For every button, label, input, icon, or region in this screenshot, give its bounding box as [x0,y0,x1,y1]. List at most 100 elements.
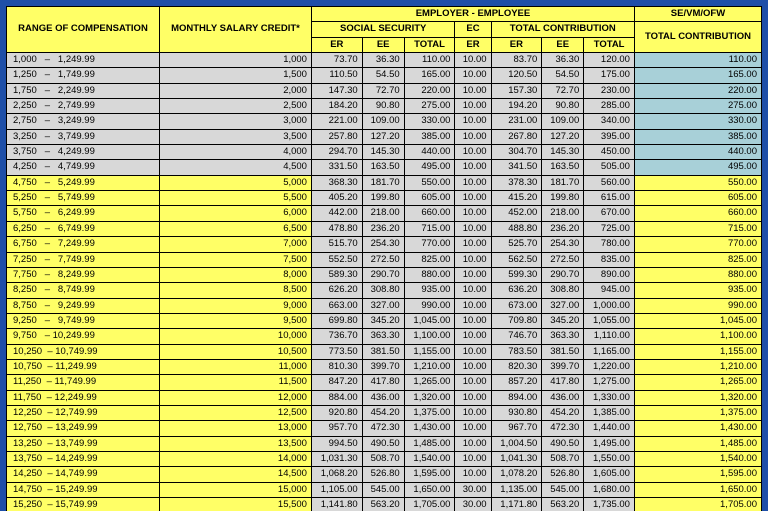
cell-ss-ee: 363.30 [362,329,404,344]
cell-ss-er: 147.30 [311,83,362,98]
cell-range: 3,750 – 4,249.99 [7,145,160,160]
cell-msc: 8,000 [159,267,311,282]
cell-msc: 7,000 [159,237,311,252]
cell-tc-er: 967.70 [491,421,542,436]
cell-tc-er: 452.00 [491,206,542,221]
cell-tc-er: 820.30 [491,359,542,374]
cell-ss-total: 1,375.00 [404,405,455,420]
cell-tc-er: 1,171.80 [491,498,542,511]
cell-tc-ee: 454.20 [542,405,584,420]
cell-tc-ee: 163.50 [542,160,584,175]
cell-ss-total: 1,485.00 [404,436,455,451]
cell-ss-ee: 490.50 [362,436,404,451]
hdr-tc: TOTAL CONTRIBUTION [491,22,634,37]
cell-se: 1,375.00 [634,405,761,420]
cell-tc-er: 636.20 [491,283,542,298]
cell-tc-ee: 308.80 [542,283,584,298]
hdr-ss: SOCIAL SECURITY [311,22,454,37]
cell-ss-total: 1,595.00 [404,467,455,482]
cell-ss-ee: 127.20 [362,129,404,144]
cell-se: 935.00 [634,283,761,298]
cell-ss-ee: 417.80 [362,375,404,390]
cell-ss-er: 773.50 [311,344,362,359]
cell-tc-total: 1,000.00 [584,298,635,313]
cell-ec: 10.00 [455,145,491,160]
table-row: 7,750 – 8,249.998,000589.30290.70880.001… [7,267,762,282]
cell-ss-er: 699.80 [311,313,362,328]
cell-tc-ee: 526.80 [542,467,584,482]
table-row: 2,250 – 2,749.992,500184.2090.80275.0010… [7,99,762,114]
hdr-ss-er: ER [311,37,362,52]
cell-msc: 2,000 [159,83,311,98]
cell-range: 6,750 – 7,249.99 [7,237,160,252]
cell-ss-er: 736.70 [311,329,362,344]
cell-se: 1,595.00 [634,467,761,482]
cell-se: 550.00 [634,175,761,190]
cell-ss-er: 994.50 [311,436,362,451]
cell-ec: 10.00 [455,344,491,359]
cell-ss-ee: 436.00 [362,390,404,405]
cell-ss-total: 715.00 [404,221,455,236]
cell-tc-ee: 90.80 [542,99,584,114]
cell-tc-er: 673.00 [491,298,542,313]
cell-se: 220.00 [634,83,761,98]
cell-msc: 7,500 [159,252,311,267]
cell-tc-er: 783.50 [491,344,542,359]
table-row: 6,750 – 7,249.997,000515.70254.30770.001… [7,237,762,252]
cell-tc-ee: 145.30 [542,145,584,160]
cell-ss-total: 990.00 [404,298,455,313]
cell-ss-er: 368.30 [311,175,362,190]
table-row: 5,250 – 5,749.995,500405.20199.80605.001… [7,191,762,206]
table-row: 13,250 – 13,749.9913,500994.50490.501,48… [7,436,762,451]
cell-ec: 10.00 [455,267,491,282]
cell-ss-total: 660.00 [404,206,455,221]
cell-ss-ee: 181.70 [362,175,404,190]
cell-ss-ee: 399.70 [362,359,404,374]
cell-tc-er: 562.50 [491,252,542,267]
cell-ss-total: 1,650.00 [404,482,455,497]
cell-msc: 3,000 [159,114,311,129]
cell-tc-ee: 199.80 [542,191,584,206]
cell-ss-ee: 345.20 [362,313,404,328]
cell-range: 1,250 – 1,749.99 [7,68,160,83]
cell-ss-total: 1,100.00 [404,329,455,344]
cell-tc-er: 746.70 [491,329,542,344]
table-row: 4,250 – 4,749.994,500331.50163.50495.001… [7,160,762,175]
cell-tc-total: 1,330.00 [584,390,635,405]
cell-msc: 12,500 [159,405,311,420]
cell-msc: 10,000 [159,329,311,344]
cell-ss-total: 1,430.00 [404,421,455,436]
cell-se: 385.00 [634,129,761,144]
cell-ss-er: 884.00 [311,390,362,405]
cell-ec: 10.00 [455,405,491,420]
contribution-table: RANGE OF COMPENSATIONMONTHLY SALARY CRED… [6,6,762,511]
cell-ss-er: 405.20 [311,191,362,206]
cell-range: 1,000 – 1,249.99 [7,53,160,68]
cell-ec: 10.00 [455,206,491,221]
hdr-ec-er: ER [455,37,491,52]
cell-ss-total: 1,320.00 [404,390,455,405]
cell-tc-ee: 345.20 [542,313,584,328]
cell-tc-total: 890.00 [584,267,635,282]
cell-range: 7,750 – 8,249.99 [7,267,160,282]
cell-tc-er: 857.20 [491,375,542,390]
cell-range: 6,250 – 6,749.99 [7,221,160,236]
cell-ss-er: 1,141.80 [311,498,362,511]
cell-tc-total: 505.00 [584,160,635,175]
table-row: 7,250 – 7,749.997,500552.50272.50825.001… [7,252,762,267]
cell-se: 1,320.00 [634,390,761,405]
cell-tc-er: 709.80 [491,313,542,328]
cell-msc: 15,000 [159,482,311,497]
cell-tc-ee: 36.30 [542,53,584,68]
cell-tc-er: 1,135.00 [491,482,542,497]
cell-ss-er: 847.20 [311,375,362,390]
cell-msc: 11,500 [159,375,311,390]
cell-ss-total: 605.00 [404,191,455,206]
cell-ss-ee: 472.30 [362,421,404,436]
cell-tc-total: 835.00 [584,252,635,267]
cell-ss-er: 626.20 [311,283,362,298]
cell-msc: 13,500 [159,436,311,451]
cell-ss-er: 552.50 [311,252,362,267]
cell-ec: 10.00 [455,390,491,405]
cell-tc-er: 1,078.20 [491,467,542,482]
